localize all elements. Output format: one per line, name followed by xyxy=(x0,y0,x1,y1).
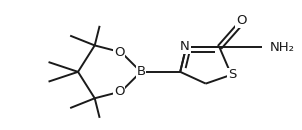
Text: O: O xyxy=(236,14,246,27)
Text: S: S xyxy=(228,68,236,81)
Text: O: O xyxy=(114,46,124,59)
Text: NH₂: NH₂ xyxy=(270,41,294,54)
Text: N: N xyxy=(180,40,190,53)
Text: O: O xyxy=(114,85,124,98)
Text: B: B xyxy=(136,65,146,78)
